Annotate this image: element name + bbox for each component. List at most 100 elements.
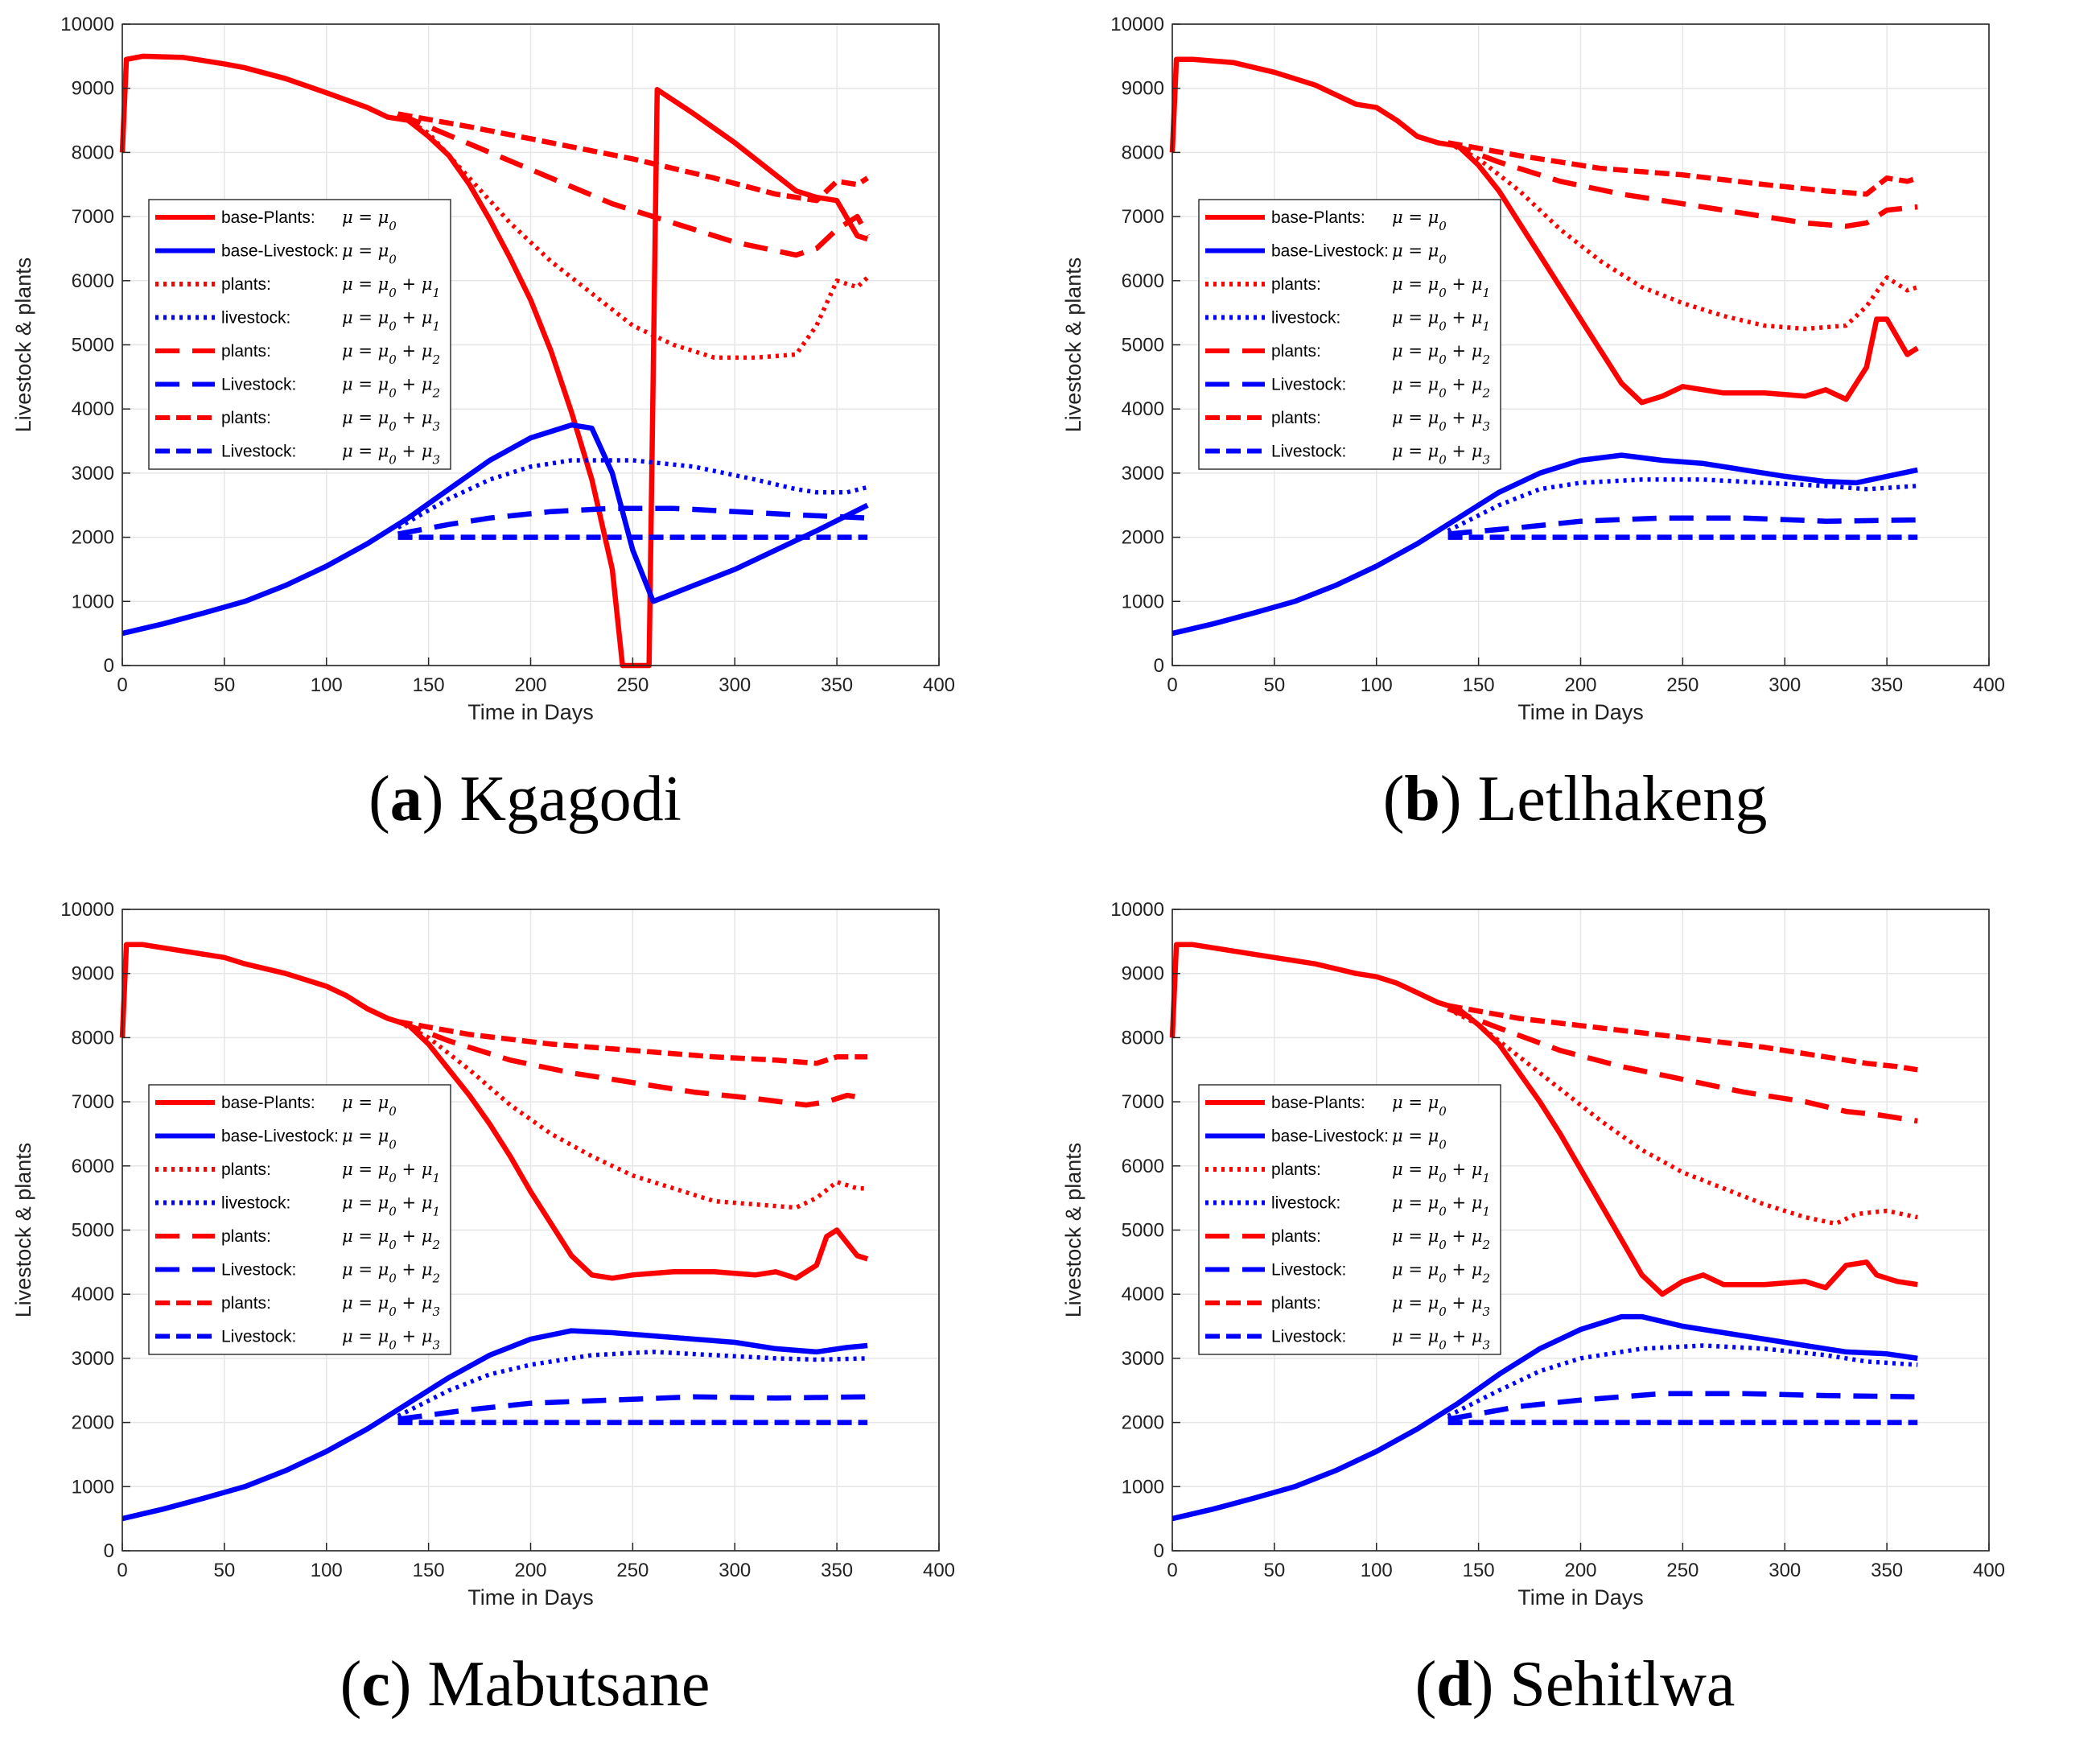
y-tick-label: 6000 (1122, 270, 1164, 292)
series-line-2 (397, 1020, 868, 1210)
y-tick-label: 2000 (72, 1412, 114, 1434)
y-tick-label: 4000 (72, 1284, 114, 1305)
series-line-5 (1447, 1391, 1918, 1422)
legend-label-4: plants: (1271, 342, 1321, 361)
x-tick-label: 300 (719, 1560, 751, 1581)
legend-formula-2: μ = μ0 + μ1 (1392, 1160, 1490, 1185)
chart-svg: 0 50 100 150 200 250 300 350 4000100020003000400… (11, 14, 955, 724)
x-tick-label: 0 (117, 674, 127, 696)
x-axis-label: Time in Days (1517, 700, 1644, 724)
y-tick-label: 8000 (72, 1027, 114, 1049)
series-line-1 (1171, 1313, 1918, 1522)
series-line-1 (121, 1328, 868, 1522)
legend-formula-1: μ = μ0 (342, 241, 397, 267)
ticks: 0 50 100 150 200 250 300 350 4000100020003000400… (1110, 899, 2005, 1581)
legend-formula-2: μ = μ0 + μ1 (1392, 274, 1490, 300)
x-tick-label: 350 (821, 674, 853, 696)
legend-label-5: Livestock: (1271, 1261, 1346, 1280)
x-tick-label: 400 (923, 1560, 955, 1581)
y-tick-label: 7000 (1122, 1091, 1164, 1113)
legend-formula-7: μ = μ0 + μ3 (342, 442, 440, 468)
legend-formula-1: μ = μ0 (1392, 1127, 1447, 1152)
y-tick-label: 0 (1154, 655, 1164, 677)
x-tick-label: 100 (1361, 1560, 1393, 1581)
legend-formula-7: μ = μ0 + μ3 (342, 1327, 440, 1353)
y-tick-label: 5000 (1122, 335, 1164, 357)
y-tick-label: 6000 (1122, 1156, 1164, 1177)
x-tick-label: 100 (311, 674, 343, 696)
legend-formula-0: μ = μ0 (342, 1093, 397, 1119)
legend-formula-6: μ = μ0 + μ3 (1392, 408, 1490, 434)
legend-formula-6: μ = μ0 + μ3 (342, 1293, 440, 1319)
y-tick-label: 1000 (72, 1476, 114, 1498)
x-tick-label: 50 (1264, 1560, 1286, 1581)
x-tick-label: 50 (1264, 674, 1286, 696)
y-axis-label: Livestock & plants (1061, 258, 1085, 433)
legend-formula-3: μ = μ0 + μ1 (342, 308, 440, 334)
chart-panel-sehitlwa: 0 50 100 150 200 250 300 350 400 0 1000 2000 3000 400… (1050, 885, 2100, 1760)
series-line-6 (397, 1019, 868, 1066)
series-group (1169, 942, 1918, 1522)
x-tick-label: 400 (1973, 1560, 2005, 1581)
y-tick-label: 3000 (1122, 1348, 1164, 1370)
y-tick-label: 9000 (1122, 78, 1164, 100)
chart-svg: 0 50 100 150 200 250 300 350 4000100020003000400… (11, 899, 955, 1610)
x-tick-label: 400 (923, 674, 955, 696)
ticks: 0 50 100 150 200 250 300 350 4000100020003000400… (60, 899, 955, 1581)
y-tick-label: 3000 (1122, 463, 1164, 484)
legend-formula-0: μ = μ0 (1392, 1093, 1447, 1119)
y-tick-label: 4000 (1122, 398, 1164, 420)
legend-formula-2: μ = μ0 + μ1 (342, 274, 440, 300)
x-tick-label: 100 (1361, 674, 1393, 696)
series-line-6 (1447, 140, 1919, 197)
y-tick-label: 1000 (1122, 1476, 1164, 1498)
y-tick-label: 9000 (72, 963, 114, 985)
legend-label-2: plants: (1271, 1160, 1321, 1179)
legend-box (148, 199, 451, 470)
series-line-5 (397, 505, 868, 537)
legend-formula-0: μ = μ0 (1392, 208, 1447, 233)
y-tick-label: 7000 (72, 1091, 114, 1113)
y-tick-label: 1000 (72, 591, 114, 612)
series-line-6 (1447, 1003, 1918, 1073)
chart-caption: (b) Letlhakeng (1382, 764, 1768, 835)
x-tick-label: 150 (413, 1560, 445, 1581)
x-tick-label: 200 (514, 674, 546, 696)
x-tick-label: 150 (1463, 1560, 1495, 1581)
legend-label-6: plants: (1271, 409, 1321, 427)
y-tick-label: 4000 (72, 398, 114, 420)
x-tick-label: 50 (214, 1560, 236, 1581)
y-tick-label: 5000 (72, 1220, 114, 1242)
legend-label-5: Livestock: (221, 1261, 296, 1280)
legend-formula-6: μ = μ0 + μ3 (342, 408, 440, 434)
legend-label-7: Livestock: (221, 443, 296, 461)
chart-caption: (a) Kgagodi (369, 764, 681, 835)
x-tick-label: 350 (821, 1560, 853, 1581)
legend-label-4: plants: (221, 342, 271, 361)
legend-label-4: plants: (221, 1227, 271, 1246)
caption-name: Sehitlwa (1509, 1649, 1736, 1720)
legend-label-5: Livestock: (1271, 376, 1346, 394)
legend-formula-3: μ = μ0 + μ1 (1392, 308, 1490, 334)
legend-formula-5: μ = μ0 + μ2 (1392, 1260, 1490, 1286)
y-tick-label: 9000 (1122, 963, 1164, 985)
x-tick-label: 300 (1769, 674, 1801, 696)
series-line-2 (1447, 140, 1919, 332)
y-tick-label: 3000 (72, 463, 114, 484)
series-line-5 (397, 1394, 868, 1422)
legend-label-3: livestock: (221, 309, 290, 328)
y-tick-label: 10000 (1110, 899, 1164, 921)
y-tick-label: 5000 (72, 335, 114, 357)
legend-label-1: base-Livestock: (1271, 242, 1389, 261)
legend-formula-7: μ = μ0 + μ3 (1392, 1327, 1490, 1353)
series-line-0 (1169, 942, 1918, 1297)
y-tick-label: 0 (104, 655, 114, 677)
series-line-4 (1447, 1006, 1918, 1124)
x-tick-label: 400 (1973, 674, 2005, 696)
x-tick-label: 300 (719, 674, 751, 696)
series-line-3 (1447, 1343, 1918, 1419)
legend-label-1: base-Livestock: (1271, 1127, 1389, 1146)
chart-panel-mabutsane: 0 50 100 150 200 250 300 350 400 0 1000 2000 3000 400… (0, 885, 1050, 1760)
y-tick-label: 7000 (1122, 206, 1164, 228)
